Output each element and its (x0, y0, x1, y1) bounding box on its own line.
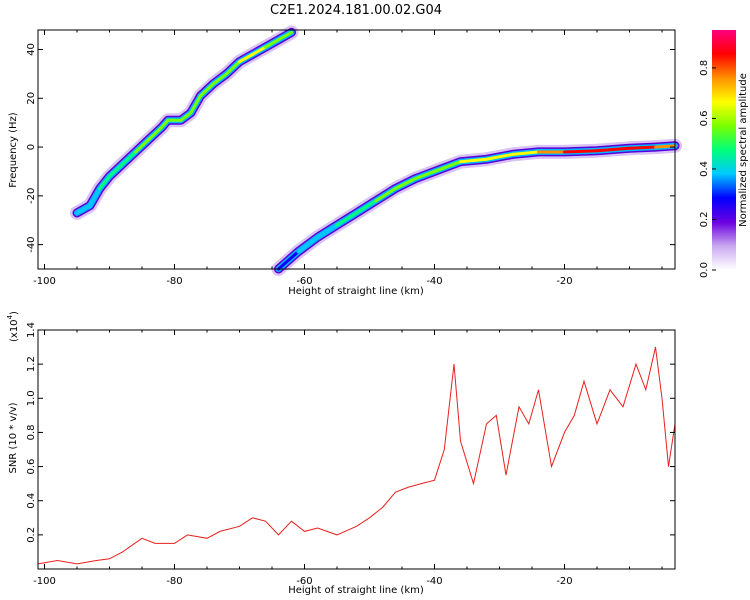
track-core-segment (134, 138, 150, 154)
spectrogram-y-tick-label: -20 (26, 188, 37, 204)
svg-text:(x104): (x104) (6, 311, 20, 342)
colorbar-tick-label: 0.0 (699, 262, 710, 278)
colorbar-tick-label: 0.6 (699, 110, 710, 126)
snr-x-tick-label: -60 (296, 576, 312, 587)
spectrogram-x-tick-label: -40 (426, 276, 442, 287)
colorbar-tick-label: 0.4 (699, 161, 710, 177)
snr-x-tick-label: -100 (33, 576, 56, 587)
spectrogram-y-ticks: 40 20 0 -20 -40 (26, 43, 675, 253)
spectrogram-y-label: Frequency (Hz) (8, 112, 19, 188)
snr-panel: -100 -80 -60 -40 -20 0.2 0.4 0.6 0.8 1.0 1.2 1.4 H… (6, 311, 676, 596)
track-core-segment (238, 52, 254, 64)
spectrogram-panel: -100 -80 -60 -40 -20 40 20 0 -20 -40 Height of s… (8, 25, 682, 297)
track-core-segment (394, 177, 417, 191)
track-core-segment (108, 162, 124, 178)
colorbar-tick-label: 0.2 (699, 212, 710, 228)
track-core-segment (296, 235, 319, 254)
spectrogram-x-tick-label: -100 (33, 276, 56, 287)
snr-x-ticks: -100 -80 -60 -40 -20 (33, 330, 663, 587)
track-core-segment (121, 150, 137, 166)
spectrogram-y-tick-label: 20 (26, 92, 37, 105)
track-core-segment (75, 204, 92, 215)
spectrogram-y-tick-label: 40 (26, 43, 37, 56)
snr-y-tick-label: 1.2 (26, 356, 37, 372)
colorbar-label: Normalized spectral amplitude (738, 73, 749, 227)
track-core-segment (88, 187, 102, 208)
spectrogram-x-tick-label: -20 (556, 276, 572, 287)
spectrogram-frame (37, 29, 676, 270)
track-core-segment (374, 187, 397, 203)
snr-x-label: Height of straight line (km) (288, 585, 424, 596)
track-core-segment (316, 223, 339, 239)
snr-y-tick-label: 0.8 (26, 424, 37, 440)
track-core-segment (277, 250, 300, 271)
track-core-segment (413, 169, 436, 181)
track-core-segment (147, 126, 163, 142)
snr-y-tick-label: 1.0 (26, 390, 37, 406)
track-core-segment (160, 118, 170, 130)
spectrogram-tracks (70, 25, 682, 276)
track-core-segment (511, 150, 540, 156)
track-core-segment (189, 94, 202, 115)
track-core-segment (654, 144, 677, 149)
colorbar-ticks: 0.0 0.2 0.4 0.6 0.8 (699, 60, 716, 278)
track-core-segment (179, 111, 193, 122)
snr-scale-prefix: (x10 (9, 319, 20, 342)
snr-y-tick-label: 0.4 (26, 493, 37, 509)
track-core-segment (335, 211, 358, 227)
track-core-segment (251, 45, 267, 56)
track-core-segment (355, 199, 378, 215)
snr-frame (37, 329, 676, 570)
spectrogram-x-label: Height of straight line (km) (288, 286, 424, 297)
spectrogram-x-tick-label: -60 (296, 276, 312, 287)
snr-scale-exponent: 4 (6, 314, 14, 319)
track-core-segment (212, 72, 228, 86)
track-core-segment (264, 38, 280, 49)
snr-y-tick-label: 1.4 (26, 322, 37, 338)
track-core-segment (98, 174, 111, 191)
spectrogram-y-tick-label: -40 (26, 236, 37, 252)
track-core-segment (563, 149, 599, 154)
track-core-segment (199, 82, 215, 98)
snr-y-tick-label: 0.6 (26, 459, 37, 475)
snr-x-tick-label: -20 (556, 576, 572, 587)
snr-y-ticks: 0.2 0.4 0.6 0.8 1.0 1.2 1.4 (26, 322, 675, 543)
track-core-segment (459, 157, 488, 164)
track-core-segment (277, 30, 293, 42)
track-core-segment (225, 60, 241, 76)
track-core-segment (485, 152, 514, 161)
colorbar: 0.0 0.2 0.4 0.6 0.8 Normalized spectral ampl… (699, 30, 749, 278)
snr-x-tick-label: -40 (426, 576, 442, 587)
spectrogram-x-ticks: -100 -80 -60 -40 -20 (33, 30, 663, 287)
figure-title: C2E1.2024.181.00.02.G04 (270, 3, 442, 18)
snr-y-tick-label: 0.2 (26, 527, 37, 543)
track-core-segment (595, 146, 631, 153)
spectrogram-y-tick-label: 0 (26, 144, 37, 150)
colorbar-gradient (712, 30, 736, 270)
colorbar-tick-label: 0.8 (699, 60, 710, 76)
snr-plot-area (38, 330, 675, 569)
snr-scale-label: (x104) (6, 311, 20, 342)
snr-line (37, 346, 676, 565)
snr-x-tick-label: -80 (166, 576, 182, 587)
snr-y-label: SNR (10 * v/v) (8, 402, 19, 473)
track-core-segment (433, 160, 462, 173)
track-core-segment (628, 145, 657, 150)
snr-scale-close: ) (9, 311, 20, 315)
spectrogram-x-tick-label: -80 (166, 276, 182, 287)
